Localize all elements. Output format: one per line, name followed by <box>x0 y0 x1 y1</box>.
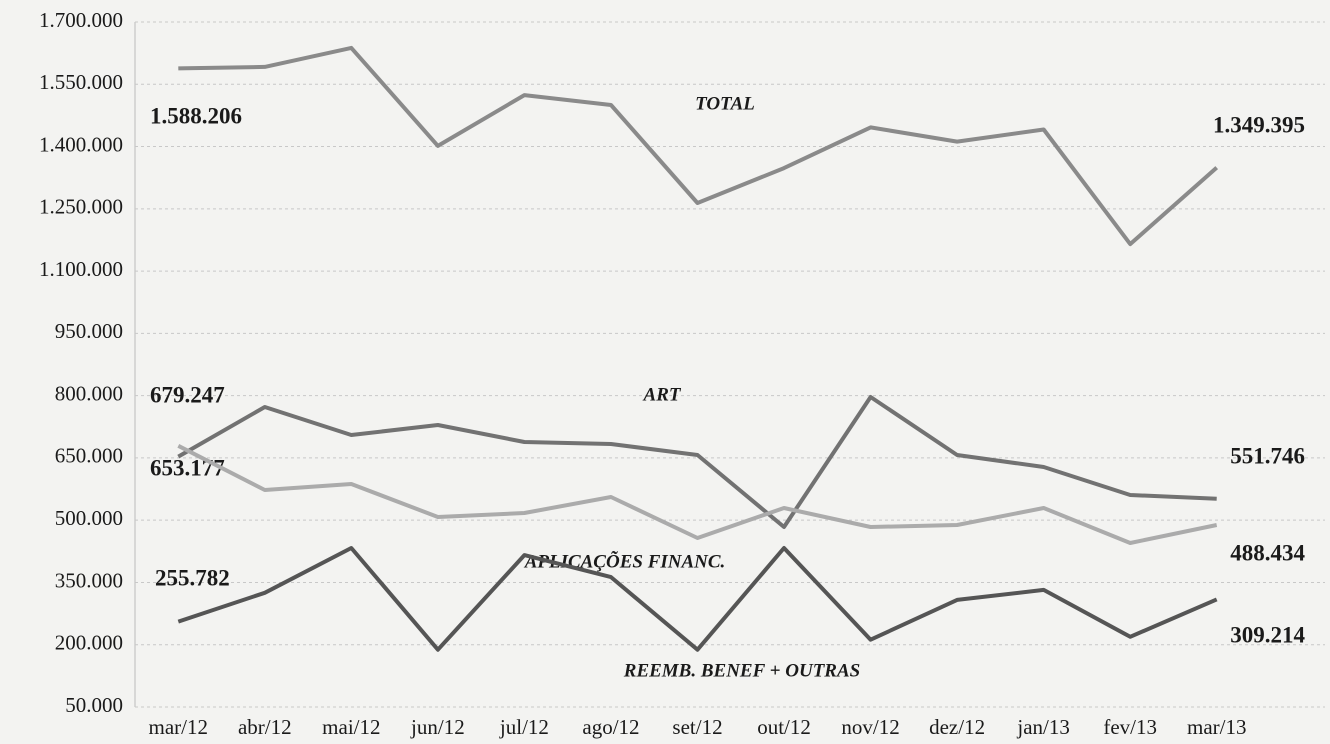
y-tick-label: 950.000 <box>55 319 123 343</box>
y-tick-label: 1.550.000 <box>39 70 123 94</box>
x-tick-label: fev/13 <box>1103 715 1157 739</box>
y-tick-label: 1.250.000 <box>39 195 123 219</box>
x-tick-label: set/12 <box>672 715 722 739</box>
y-tick-label: 1.100.000 <box>39 257 123 281</box>
y-tick-label: 50.000 <box>65 693 123 717</box>
data-label: 679.247 <box>150 382 225 407</box>
data-label: 1.349.395 <box>1213 112 1305 137</box>
x-tick-label: abr/12 <box>238 715 292 739</box>
series-line <box>177 546 1218 652</box>
x-tick-label: mar/12 <box>149 715 208 739</box>
x-tick-label: out/12 <box>757 715 811 739</box>
series-label: REEMB. BENEF + OUTRAS <box>623 660 860 681</box>
series-line <box>177 395 1217 529</box>
x-tick-label: dez/12 <box>929 715 985 739</box>
data-label: 488.434 <box>1230 540 1305 565</box>
y-tick-label: 200.000 <box>55 631 123 655</box>
series-label: ART <box>643 384 682 405</box>
x-tick-label: ago/12 <box>582 715 639 739</box>
x-tick-label: jul/12 <box>499 715 549 739</box>
x-tick-label: mar/13 <box>1187 715 1246 739</box>
data-label: 653.177 <box>150 455 225 480</box>
y-tick-label: 500.000 <box>55 506 123 530</box>
x-tick-label: nov/12 <box>841 715 899 739</box>
y-tick-label: 1.700.000 <box>39 8 123 32</box>
y-tick-label: 350.000 <box>55 568 123 592</box>
data-label: 551.746 <box>1230 443 1305 468</box>
data-label: 255.782 <box>155 565 230 590</box>
series-line <box>177 444 1218 545</box>
y-tick-label: 1.400.000 <box>39 132 123 156</box>
x-tick-label: jan/13 <box>1016 715 1070 739</box>
y-tick-label: 650.000 <box>55 444 123 468</box>
data-label: 309.214 <box>1230 622 1305 647</box>
y-tick-label: 800.000 <box>55 381 123 405</box>
series-line <box>178 45 1219 247</box>
x-tick-label: mai/12 <box>322 715 380 739</box>
series-label: TOTAL <box>695 93 755 114</box>
x-tick-label: jun/12 <box>410 715 465 739</box>
data-label: 1.588.206 <box>150 103 242 128</box>
